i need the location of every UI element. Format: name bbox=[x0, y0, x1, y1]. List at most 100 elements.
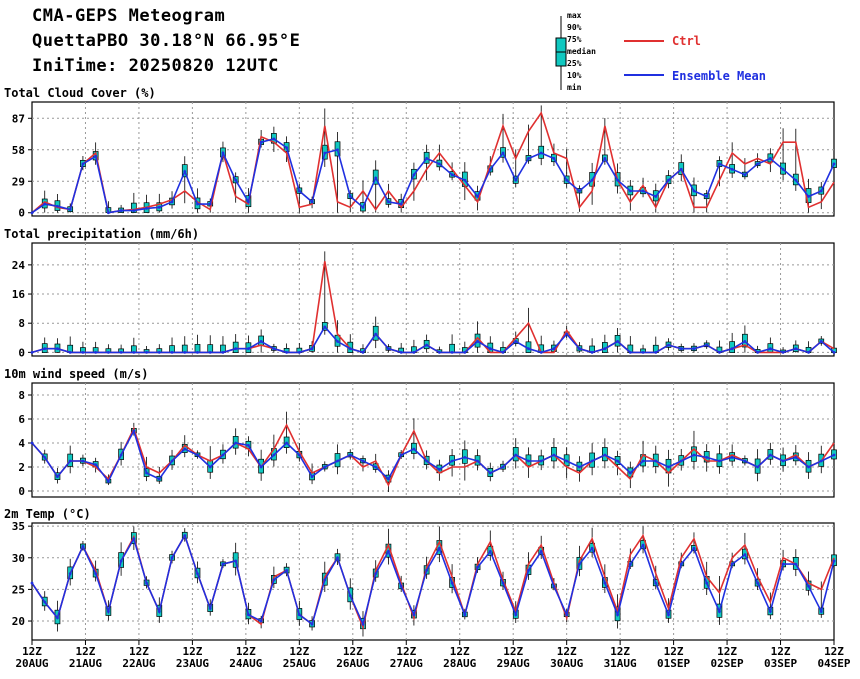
y-tick-label: 24 bbox=[12, 259, 26, 272]
panel-frame bbox=[31, 522, 835, 641]
mean-point bbox=[488, 347, 492, 351]
mean-point bbox=[641, 189, 645, 193]
x-tick-day: 29AUG bbox=[497, 657, 530, 670]
mean-point bbox=[819, 340, 823, 343]
mean-point bbox=[679, 562, 683, 566]
mean-point bbox=[68, 350, 72, 354]
mean-point bbox=[145, 471, 148, 475]
mean-point bbox=[336, 148, 339, 152]
mean-point bbox=[514, 178, 518, 182]
mean-point bbox=[832, 162, 836, 166]
mean-point bbox=[552, 584, 556, 588]
mean-point bbox=[145, 207, 148, 210]
mean-point bbox=[56, 616, 59, 620]
mean-point bbox=[170, 350, 174, 354]
mean-point bbox=[616, 459, 619, 463]
mean-point bbox=[514, 613, 518, 617]
mean-point bbox=[323, 465, 327, 469]
mean-point bbox=[119, 350, 123, 354]
mean-point bbox=[527, 569, 530, 572]
mean-point bbox=[119, 209, 123, 212]
mean-point bbox=[106, 480, 110, 483]
mean-point bbox=[527, 347, 530, 351]
mean-point bbox=[336, 340, 339, 343]
mean-point bbox=[667, 465, 670, 469]
x-tick-hour: 12Z bbox=[824, 645, 844, 658]
mean-point bbox=[94, 350, 98, 354]
mean-point bbox=[794, 456, 798, 459]
mean-point bbox=[30, 350, 34, 354]
x-tick-day: 20AUG bbox=[15, 657, 48, 670]
mean-point bbox=[387, 200, 390, 204]
panel-title: 2m Temp (°C) bbox=[4, 507, 91, 521]
mean-point bbox=[43, 456, 47, 459]
mean-point bbox=[501, 151, 505, 155]
mean-point bbox=[743, 459, 747, 463]
mean-point bbox=[323, 578, 327, 582]
y-tick-label: 2 bbox=[18, 461, 25, 474]
mean-point bbox=[43, 347, 47, 351]
mean-point bbox=[221, 350, 225, 354]
mean-point bbox=[68, 572, 72, 575]
mean-point bbox=[743, 553, 747, 557]
x-tick-hour: 12Z bbox=[182, 645, 202, 658]
mean-point bbox=[399, 202, 403, 206]
mean-point bbox=[412, 173, 416, 177]
mean-point bbox=[794, 178, 798, 182]
y-tick-label: 0 bbox=[18, 485, 25, 498]
mean-point bbox=[501, 465, 505, 469]
mean-point bbox=[603, 453, 607, 457]
x-tick-day: 26AUG bbox=[336, 657, 369, 670]
mean-point bbox=[450, 350, 454, 354]
mean-point bbox=[361, 459, 365, 463]
mean-point bbox=[527, 157, 530, 160]
mean-point bbox=[437, 350, 441, 354]
x-tick-hour: 12Z bbox=[76, 645, 96, 658]
mean-point bbox=[437, 468, 441, 471]
mean-point bbox=[641, 350, 645, 354]
ensemble-mean-line bbox=[31, 533, 835, 627]
mean-point bbox=[399, 350, 403, 354]
mean-point bbox=[463, 613, 467, 617]
x-tick-day: 31AUG bbox=[604, 657, 637, 670]
mean-point bbox=[119, 559, 123, 563]
legend-box-label: 90% bbox=[567, 23, 582, 32]
mean-point bbox=[56, 347, 59, 351]
mean-point bbox=[781, 350, 785, 354]
mean-point bbox=[692, 453, 696, 457]
x-tick-hour: 12Z bbox=[664, 645, 684, 658]
mean-point bbox=[56, 204, 59, 208]
mean-point bbox=[399, 584, 403, 588]
x-tick-hour: 12Z bbox=[503, 645, 523, 658]
panel-frame bbox=[31, 101, 835, 217]
mean-point bbox=[336, 556, 339, 560]
mean-point bbox=[221, 151, 225, 155]
mean-point bbox=[463, 178, 467, 182]
mean-point bbox=[667, 343, 670, 347]
mean-point bbox=[590, 546, 594, 550]
mean-point bbox=[603, 347, 607, 351]
chart-title: CMA-GEPS Meteogram bbox=[32, 6, 226, 26]
mean-point bbox=[399, 453, 403, 457]
mean-point bbox=[450, 173, 454, 177]
y-tick-label: 4 bbox=[18, 437, 25, 450]
mean-point bbox=[208, 350, 212, 354]
y-tick-label: 87 bbox=[12, 112, 25, 125]
mean-point bbox=[756, 465, 760, 469]
x-tick-day: 22AUG bbox=[122, 657, 155, 670]
mean-point bbox=[552, 157, 556, 160]
mean-point bbox=[374, 332, 378, 336]
mean-point bbox=[170, 556, 174, 560]
mean-point bbox=[387, 550, 390, 553]
mean-point bbox=[208, 606, 212, 610]
mean-point bbox=[285, 441, 289, 445]
x-tick-day: 30AUG bbox=[550, 657, 583, 670]
mean-point bbox=[348, 453, 352, 457]
mean-point bbox=[539, 151, 543, 155]
mean-point bbox=[781, 562, 785, 566]
mean-point bbox=[476, 340, 479, 343]
ctrl-line bbox=[31, 261, 835, 354]
mean-point bbox=[552, 453, 556, 457]
mean-point bbox=[208, 465, 212, 469]
mean-point bbox=[247, 347, 250, 351]
